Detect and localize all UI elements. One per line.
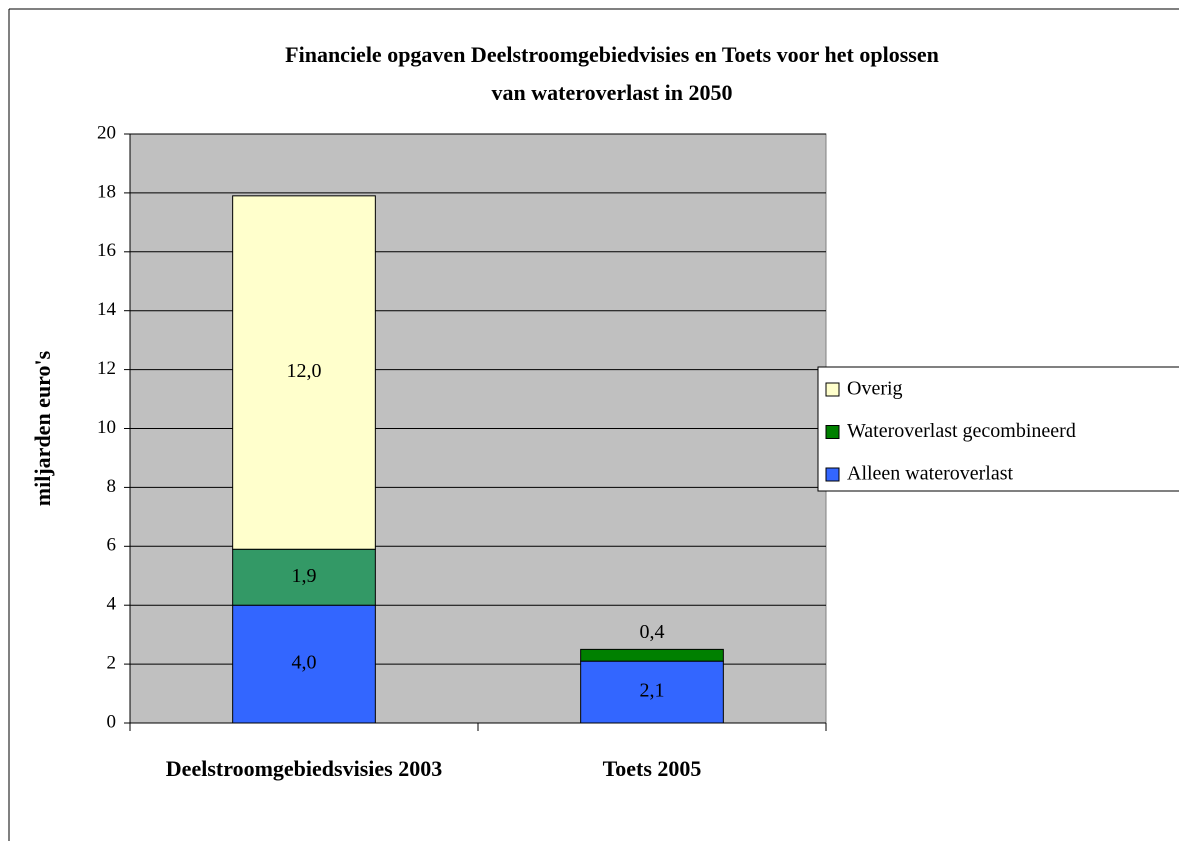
y-tick-label: 18 xyxy=(97,181,116,202)
y-tick-label: 8 xyxy=(107,476,117,497)
data-label: 4,0 xyxy=(292,652,317,674)
y-tick-label: 12 xyxy=(97,358,116,379)
y-tick-label: 2 xyxy=(107,652,117,673)
y-tick-label: 4 xyxy=(107,594,117,615)
legend-label: Alleen wateroverlast xyxy=(847,463,1013,485)
data-label: 0,4 xyxy=(640,621,665,643)
legend-swatch xyxy=(825,425,840,439)
legend-swatch xyxy=(825,382,840,397)
y-tick-label: 14 xyxy=(97,299,117,320)
y-tick-label: 10 xyxy=(97,417,116,438)
x-tick-label: Toets 2005 xyxy=(602,756,702,781)
legend-swatch xyxy=(825,467,840,482)
bar-segment xyxy=(232,195,376,550)
legend-label: Wateroverlast gecombineerd xyxy=(847,420,1076,442)
y-tick-label: 0 xyxy=(107,711,117,732)
bar-segment xyxy=(232,604,376,724)
chart-title: Financiele opgaven Deelstroomgebiedvisie… xyxy=(285,42,939,105)
data-label: 12,0 xyxy=(287,360,322,382)
y-tick-label: 20 xyxy=(97,122,116,143)
y-axis-label: miljarden euro's xyxy=(30,350,55,506)
bar-segment xyxy=(580,648,724,662)
bar-segment xyxy=(232,548,376,606)
legend-label: Overig xyxy=(847,378,903,400)
x-tick-label: Deelstroomgebiedsvisies 2003 xyxy=(165,756,443,781)
y-tick-label: 6 xyxy=(107,535,117,556)
bar-segment xyxy=(580,660,724,724)
y-tick-label: 16 xyxy=(97,240,116,261)
data-label: 1,9 xyxy=(292,565,317,587)
legend-box xyxy=(817,366,1179,492)
data-label: 2,1 xyxy=(640,680,665,702)
